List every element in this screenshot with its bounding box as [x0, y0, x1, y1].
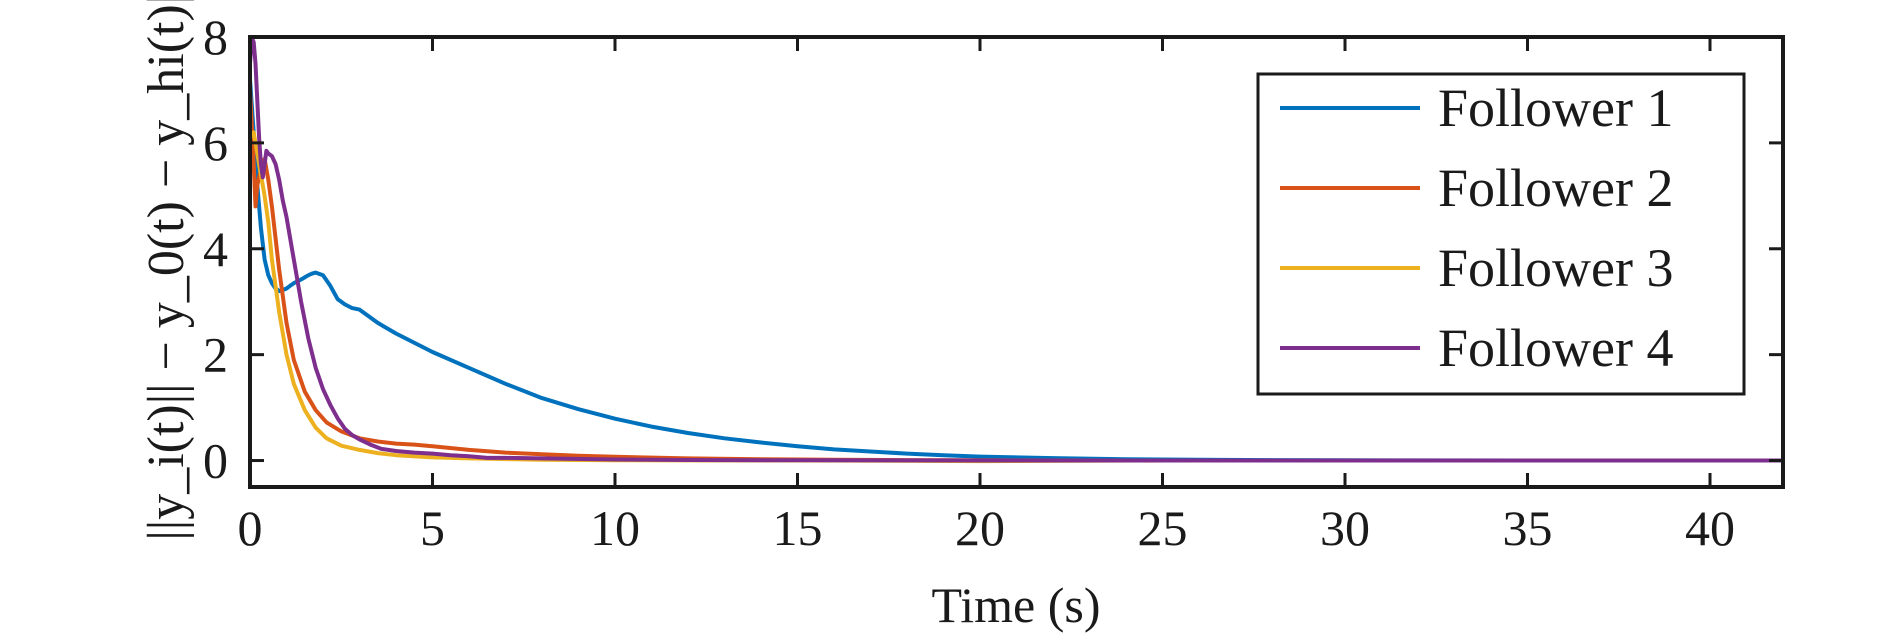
legend-label-follower-4: Follower 4 — [1438, 318, 1674, 378]
series-line-follower-4 — [250, 37, 1783, 463]
y-tick-label: 0 — [203, 433, 228, 489]
legend-label-follower-1: Follower 1 — [1438, 78, 1674, 138]
y-tick-label: 6 — [203, 115, 228, 171]
series-layer — [250, 37, 1783, 464]
x-tick-label: 15 — [773, 500, 823, 556]
x-tick-label: 0 — [238, 500, 263, 556]
y-tick-label: 4 — [203, 221, 228, 277]
y-tick-labels: 0 2 4 6 8 — [203, 9, 228, 489]
y-tick-label: 8 — [203, 9, 228, 65]
x-tick-label: 35 — [1503, 500, 1553, 556]
x-axis-label: Time (s) — [931, 577, 1100, 633]
y-tick-label: 2 — [203, 327, 228, 383]
legend-label-follower-3: Follower 3 — [1438, 238, 1674, 298]
ticks-layer — [248, 35, 1783, 487]
legend-box — [1256, 72, 1746, 396]
x-tick-labels: 0 5 10 15 20 25 30 35 40 — [238, 500, 1736, 556]
x-tick-label: 25 — [1138, 500, 1188, 556]
x-tick-label: 40 — [1685, 500, 1735, 556]
plot-frame — [248, 35, 1785, 489]
x-tick-label: 20 — [955, 500, 1005, 556]
x-tick-label: 10 — [590, 500, 640, 556]
series-line-follower-1 — [250, 79, 1783, 463]
x-tick-label: 5 — [420, 500, 445, 556]
legend-label-follower-2: Follower 2 — [1438, 158, 1674, 218]
legend: Follower 1 Follower 2 Follower 3 Follower 4 — [1256, 72, 1746, 396]
y-axis-label: ||y_i(t)|| − y_0(t) − y_hi(t)|| — [138, 0, 195, 541]
x-tick-label: 30 — [1320, 500, 1370, 556]
